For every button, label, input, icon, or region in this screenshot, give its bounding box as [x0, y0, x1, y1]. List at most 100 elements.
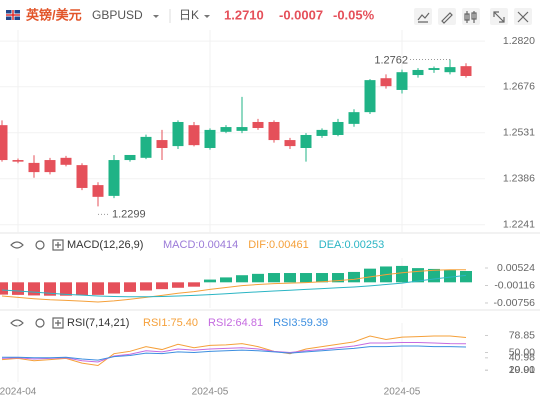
candle-body [348, 112, 360, 124]
y-tick-label: 50.00 [509, 346, 535, 358]
macd-bar [332, 273, 344, 283]
x-tick-label: 2024-04 [0, 387, 37, 398]
macd-bar [188, 282, 200, 287]
macd-bar [76, 282, 88, 296]
change-percent: -0.05% [333, 7, 375, 22]
candle-body [460, 66, 472, 76]
y-tick-label: 1.2531 [503, 127, 535, 139]
add-icon[interactable] [52, 239, 64, 251]
change: -0.0007 [279, 7, 323, 22]
indicator-line [1, 335, 467, 367]
y-tick-label: 78.85 [509, 329, 535, 341]
y-tick-label: 1.2386 [503, 173, 535, 185]
candle-body [412, 69, 424, 76]
indicator-title: RSI(7,14,21) [67, 317, 129, 329]
eye-icon[interactable] [10, 241, 24, 249]
indicator-title: MACD(12,26,9) [67, 239, 143, 251]
flag-icon [6, 10, 20, 20]
y-tick-label: 0.00524 [497, 262, 535, 274]
y-tick-label: 1.2676 [503, 81, 535, 93]
macd-bar [284, 273, 296, 283]
add-icon[interactable] [52, 317, 64, 329]
toolbar[interactable] [414, 8, 532, 25]
y-tick-label: 1.2820 [503, 35, 535, 47]
macd-bar [44, 282, 56, 296]
high-label: 1.2762 [374, 54, 408, 66]
macd-bar [12, 282, 24, 295]
legend-entry: RSI1:75.40 [143, 317, 198, 329]
x-tick-label: 2024-05 [192, 387, 229, 398]
y-tick-label: 20.00 [509, 364, 535, 376]
settings-icon[interactable] [35, 318, 45, 328]
indicator-line [1, 341, 467, 363]
candle-body [76, 165, 88, 188]
candle-body [108, 160, 120, 196]
macd-bar [460, 271, 472, 283]
settings-icon[interactable] [35, 240, 45, 250]
y-tick-label: 1.2241 [503, 219, 535, 231]
symbol[interactable]: GBPUSD [92, 8, 143, 22]
candle-body [236, 127, 248, 131]
period[interactable]: 日K [179, 8, 199, 22]
y-tick-label: -0.00756 [494, 297, 536, 309]
candle-body [300, 134, 312, 148]
macd-bar [236, 275, 248, 283]
pair-name: 英镑/美元 [25, 7, 82, 22]
macd-bar [348, 271, 360, 283]
candle-body [396, 72, 408, 90]
candle-body [188, 125, 200, 146]
candle-body [284, 140, 296, 147]
macd-bar [204, 279, 216, 283]
candle-body [44, 160, 56, 173]
rsi-header: RSI(7,14,21) [10, 317, 129, 329]
macd-bar [172, 282, 184, 288]
legend-entry: RSI3:59.39 [273, 317, 328, 329]
y-tick-label: -0.00116 [494, 279, 535, 291]
legend-entry: MACD:0.00414 [163, 239, 238, 251]
candle-body [0, 125, 8, 161]
macd-header: MACD(12,26,9) [10, 239, 143, 251]
macd-bar [252, 273, 264, 283]
dropdown-caret [204, 15, 210, 18]
macd-bar [0, 282, 8, 295]
macd-bar [444, 269, 456, 283]
low-label: 1.2299 [112, 208, 146, 220]
candle-body [92, 185, 104, 197]
y-tick-label: 19.91 [509, 364, 535, 376]
candle-body [252, 121, 264, 129]
candle-body [220, 127, 232, 132]
candle-body [204, 129, 216, 148]
macd-bar [220, 277, 232, 283]
legend-entry: RSI2:64.81 [208, 317, 263, 329]
candle-body [12, 160, 24, 162]
dropdown-caret [153, 15, 159, 18]
macd-bar [140, 282, 152, 291]
macd-bar [124, 282, 136, 292]
candle-body [60, 157, 72, 165]
macd-bar [300, 273, 312, 283]
candle-body [28, 162, 40, 173]
candle-body [124, 154, 136, 161]
candle-body [172, 121, 184, 147]
eye-icon[interactable] [10, 319, 24, 327]
price: 1.2710 [224, 7, 264, 22]
y-tick-label: 40.98 [509, 352, 535, 364]
candle-body [156, 140, 168, 148]
candle-body [428, 68, 440, 70]
candle-body [268, 121, 280, 141]
candle-body [380, 78, 392, 87]
macd-bar [108, 282, 120, 294]
candle-body [444, 67, 456, 73]
indicator-line [1, 274, 467, 298]
candle-body [332, 121, 344, 135]
macd-bar [396, 265, 408, 283]
legend-entry: DEA:0.00253 [319, 239, 384, 251]
header: 英镑/美元 GBPUSD 日K 1.2710 -0.0007 -0.05% [6, 7, 532, 25]
candle-body [316, 129, 328, 136]
legend-entry: DIF:0.00461 [248, 239, 309, 251]
candle-body [364, 80, 376, 113]
macd-bar [268, 273, 280, 283]
macd-bar [60, 282, 72, 296]
macd-bar [316, 273, 328, 283]
